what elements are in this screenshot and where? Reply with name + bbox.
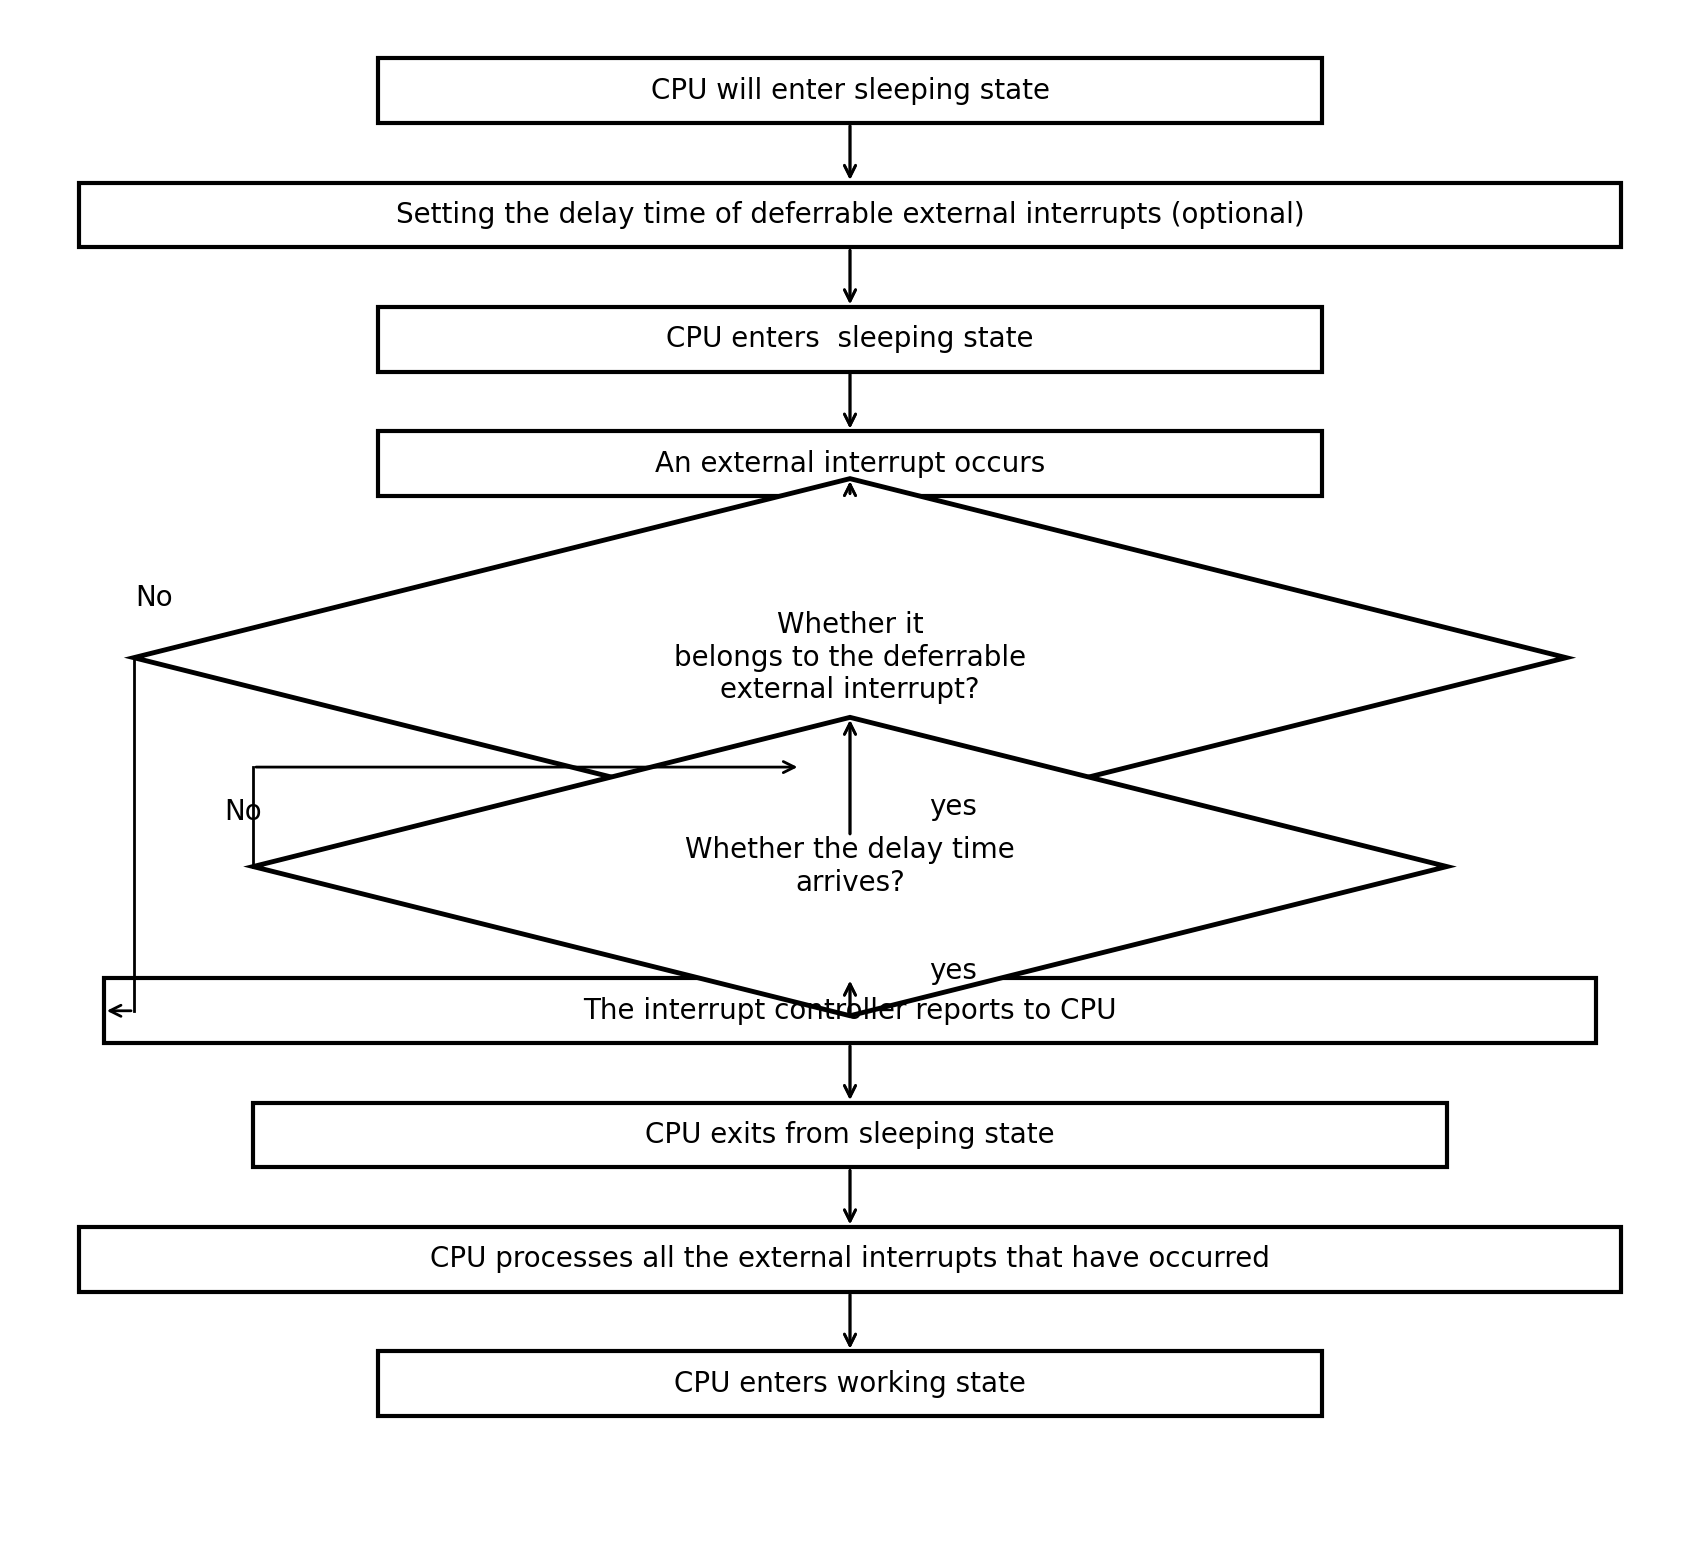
Text: Setting the delay time of deferrable external interrupts (optional): Setting the delay time of deferrable ext… <box>396 201 1305 229</box>
Text: An external interrupt occurs: An external interrupt occurs <box>655 450 1044 478</box>
Text: yes: yes <box>929 957 978 986</box>
Bar <box>104 978 1596 1044</box>
Text: CPU processes all the external interrupts that have occurred: CPU processes all the external interrupt… <box>430 1246 1271 1274</box>
Text: Whether the delay time
arrives?: Whether the delay time arrives? <box>686 837 1015 896</box>
Text: yes: yes <box>929 793 978 821</box>
Text: No: No <box>225 798 262 826</box>
Bar <box>378 307 1322 371</box>
Text: No: No <box>134 584 172 613</box>
Bar <box>378 431 1322 497</box>
Bar <box>80 183 1621 248</box>
Bar <box>378 58 1322 124</box>
Bar <box>253 1103 1448 1167</box>
Bar <box>378 1351 1322 1417</box>
Text: CPU enters  sleeping state: CPU enters sleeping state <box>667 326 1034 354</box>
Text: The interrupt controller reports to CPU: The interrupt controller reports to CPU <box>583 997 1118 1025</box>
Text: CPU will enter sleeping state: CPU will enter sleeping state <box>650 77 1050 105</box>
Bar <box>80 1227 1621 1291</box>
Polygon shape <box>253 718 1448 1015</box>
Polygon shape <box>134 478 1567 837</box>
Text: CPU exits from sleeping state: CPU exits from sleeping state <box>645 1120 1055 1149</box>
Text: Whether it
belongs to the deferrable
external interrupt?: Whether it belongs to the deferrable ext… <box>674 611 1026 704</box>
Text: CPU enters working state: CPU enters working state <box>674 1370 1026 1398</box>
